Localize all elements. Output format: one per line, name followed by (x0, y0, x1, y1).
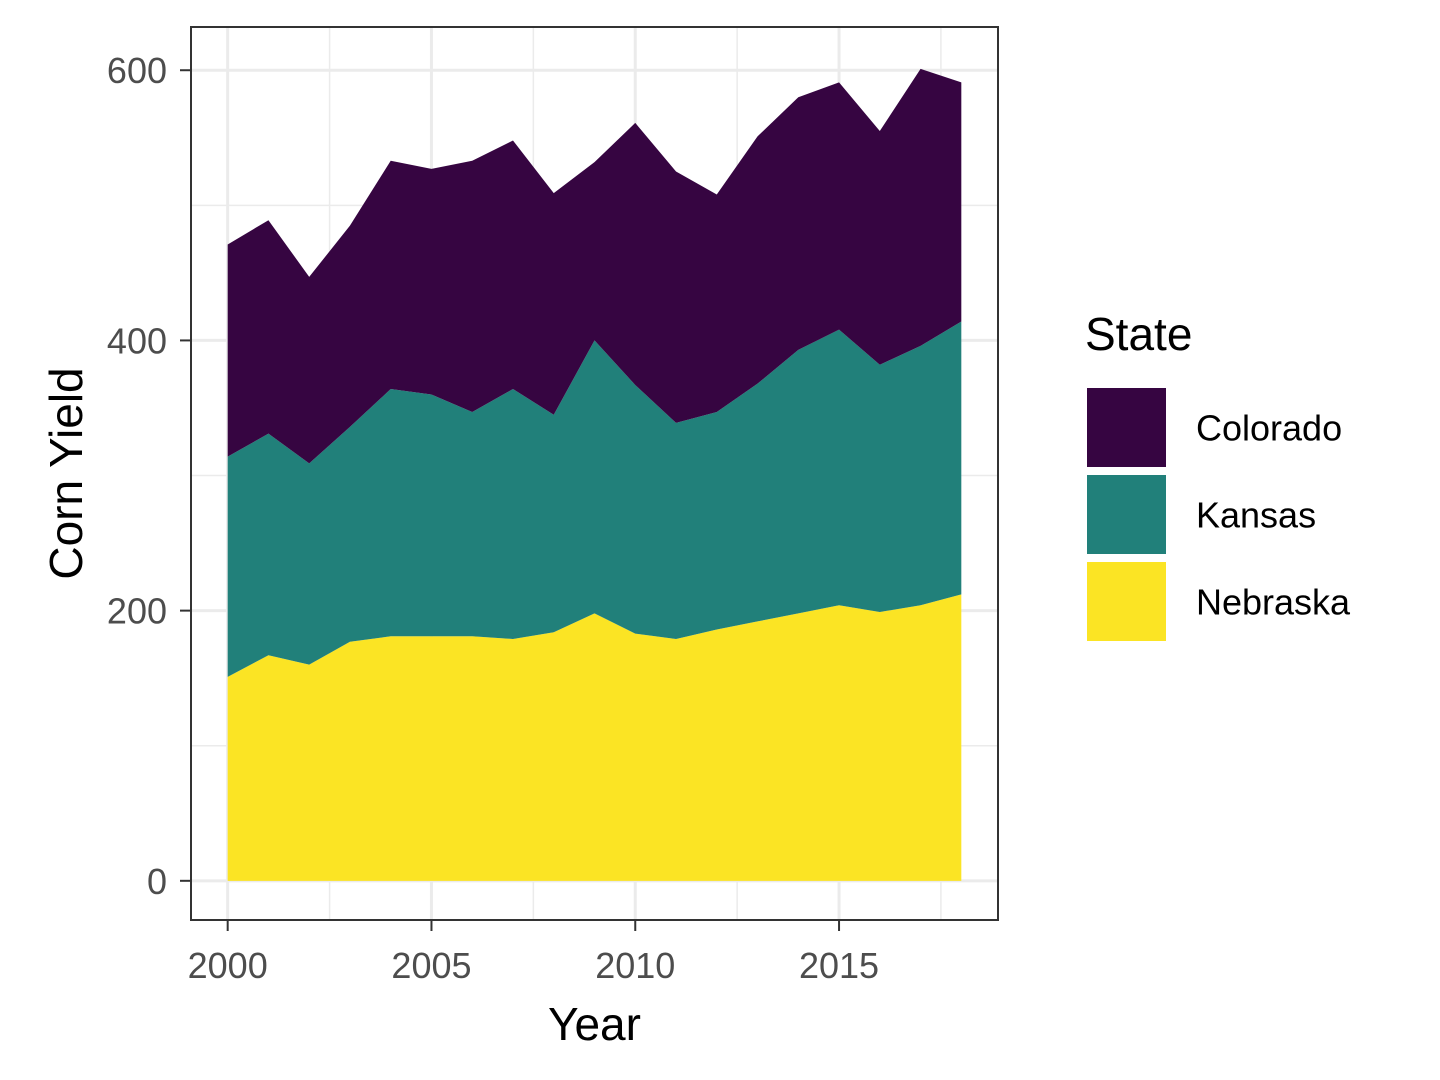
legend-label-nebraska: Nebraska (1196, 582, 1351, 623)
area-nebraska (227, 594, 962, 881)
legend-key-colorado (1087, 388, 1166, 467)
x-tick-label: 2015 (799, 945, 879, 986)
legend-label-kansas: Kansas (1196, 495, 1316, 536)
panel-border (190, 26, 999, 921)
x-axis-title: Year (548, 998, 641, 1050)
y-tick-label: 600 (107, 50, 167, 91)
y-tick-label: 0 (147, 861, 167, 902)
axis-ticks: 2000 2005 2010 2015 0 200 400 600 (107, 50, 879, 986)
x-tick-label: 2005 (391, 945, 471, 986)
legend-title: State (1085, 308, 1192, 360)
area-colorado (227, 68, 962, 464)
legend-key-kansas (1087, 475, 1166, 554)
y-axis-title: Corn Yield (40, 367, 92, 579)
area-series (227, 68, 962, 881)
x-tick-label: 2010 (595, 945, 675, 986)
y-tick-label: 400 (107, 320, 167, 361)
legend-entries: Colorado Kansas Nebraska (1087, 388, 1351, 641)
legend-label-colorado: Colorado (1196, 408, 1342, 449)
y-tick-label: 200 (107, 591, 167, 632)
x-tick-label: 2000 (188, 945, 268, 986)
area-kansas (227, 321, 962, 677)
legend: State Colorado Kansas Nebraska (1085, 308, 1351, 641)
legend-key-nebraska (1087, 562, 1166, 641)
